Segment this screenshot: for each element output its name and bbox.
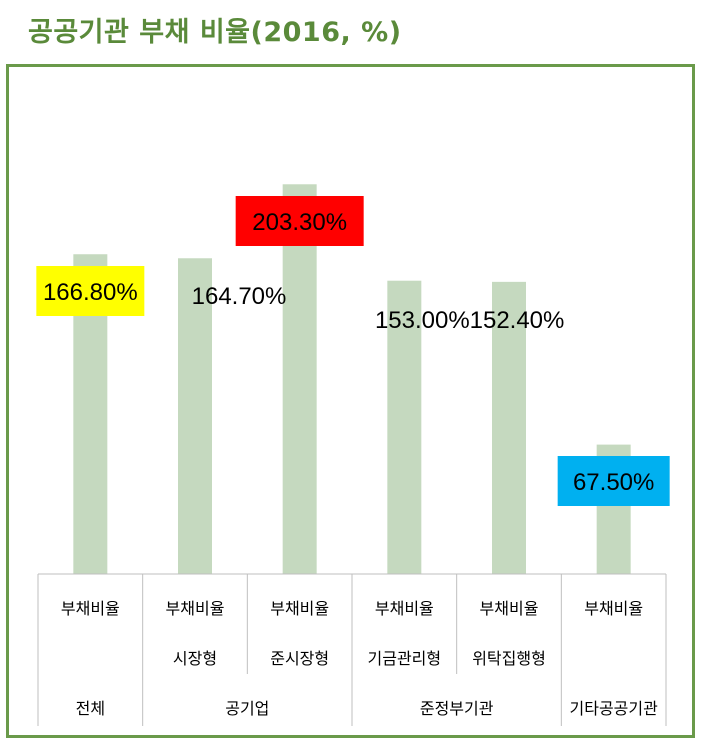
value-label-0: 166.80% <box>43 279 138 306</box>
value-label-5: 67.50% <box>573 469 654 496</box>
series-tick-0: 부채비율 <box>61 599 120 618</box>
group-tick-1: 공기업 <box>225 699 269 718</box>
bar-3 <box>387 280 422 574</box>
group-tick-2: 준정부기관 <box>420 699 494 718</box>
subcategory-tick-1: 시장형 <box>173 649 217 668</box>
value-label-bg-5 <box>557 456 670 506</box>
value-label-bg-2 <box>235 196 364 246</box>
group-tick-3: 기타공공기관 <box>570 699 659 718</box>
bar-1 <box>178 258 212 574</box>
chart-frame <box>6 64 695 738</box>
series-tick-1: 부채비율 <box>166 599 225 618</box>
series-tick-5: 부채비율 <box>584 599 643 618</box>
bar-4 <box>492 281 526 574</box>
subcategory-tick-3: 기금관리형 <box>368 649 442 668</box>
series-tick-3: 부채비율 <box>375 599 434 618</box>
value-label-3: 153.00% <box>375 307 470 334</box>
value-label-1: 164.70% <box>192 283 287 310</box>
value-label-bg-0 <box>36 266 145 316</box>
subcategory-tick-4: 위탁집행형 <box>472 649 546 668</box>
subcategory-tick-2: 준시장형 <box>270 649 329 668</box>
series-tick-4: 부채비율 <box>480 599 539 618</box>
chart-title: 공공기관 부채 비율(2016, %) <box>28 17 402 48</box>
group-tick-0: 전체 <box>76 699 105 718</box>
value-label-2: 203.30% <box>252 209 347 236</box>
bar-2 <box>282 184 317 574</box>
series-tick-2: 부채비율 <box>270 599 329 618</box>
value-label-4: 152.40% <box>470 307 565 334</box>
